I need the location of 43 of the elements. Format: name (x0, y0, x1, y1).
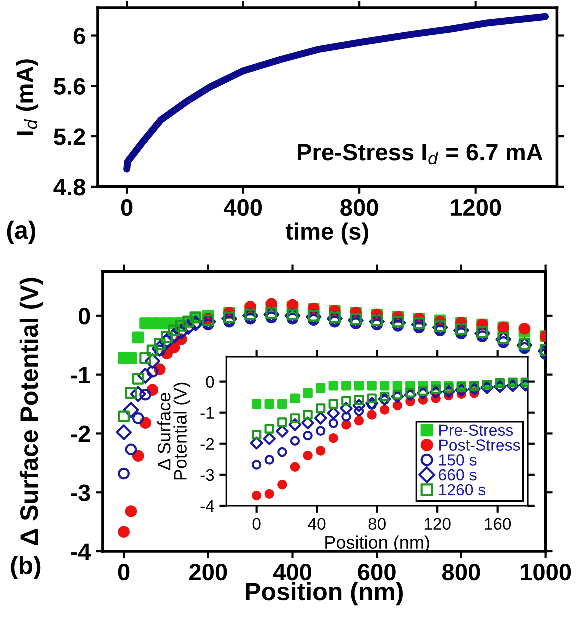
x-tick-label: 80 (368, 518, 386, 530)
x-tick-label: 0 (118, 564, 130, 581)
x-tick-label: 200 (190, 564, 228, 581)
text: (b) (11, 556, 41, 580)
legend-label: Pre-Stress (440, 424, 514, 436)
legend-label: 660 s (439, 469, 477, 481)
x-tick-label: 400 (273, 564, 312, 581)
x-tick-label: 1200 (451, 199, 502, 216)
y-tick-label: -4 (200, 500, 214, 512)
y-tick-label: 0 (206, 376, 214, 388)
x-tick-label: 40 (308, 518, 326, 530)
x-tick-label: 800 (340, 199, 378, 216)
y-tick-label: 4.8 (54, 179, 86, 196)
x-axis-title: Position (nm) (326, 536, 430, 553)
y-tick-label: -1 (71, 367, 90, 384)
annotation: Pre-Stress I$_{d}$ = 6.7 mA (298, 144, 543, 165)
y-tick-label: -2 (200, 438, 214, 450)
y-tick-label: 6 (74, 28, 86, 45)
text: (a) (7, 220, 36, 244)
y-axis-title: Δ Surface Potential (V) (158, 382, 191, 480)
x-tick-label: 1000 (521, 564, 572, 581)
x-tick-label: 160 (485, 518, 512, 530)
y-tick-label: -3 (71, 484, 90, 502)
y-tick-label: 0 (78, 308, 90, 325)
x-tick-label: 400 (224, 199, 262, 216)
x-axis-title: Position (nm) (246, 582, 403, 606)
x-tick-label: 0 (121, 199, 133, 216)
x-axis-title: time (s) (286, 222, 368, 245)
y-axis-title: I$_{d}$ (mA) (16, 60, 38, 136)
x-tick-label: 0 (252, 518, 261, 530)
y-tick-label: -2 (71, 426, 90, 442)
y-tick-label: 5.6 (54, 78, 86, 95)
legend-label: 1260 s (439, 484, 486, 496)
y-tick-label: 5.2 (54, 128, 86, 146)
legend-label: 150 s (439, 454, 477, 466)
x-tick-label: 600 (358, 564, 396, 581)
y-tick-label: -3 (200, 469, 214, 482)
legend-label: Post-Stress (440, 440, 520, 451)
x-tick-label: 800 (442, 564, 480, 581)
x-tick-label: 120 (424, 518, 451, 530)
y-tick-label: -1 (200, 407, 214, 419)
y-axis-title: Δ Surface Potential (V) (20, 278, 44, 546)
y-tick-label: -4 (71, 544, 92, 560)
